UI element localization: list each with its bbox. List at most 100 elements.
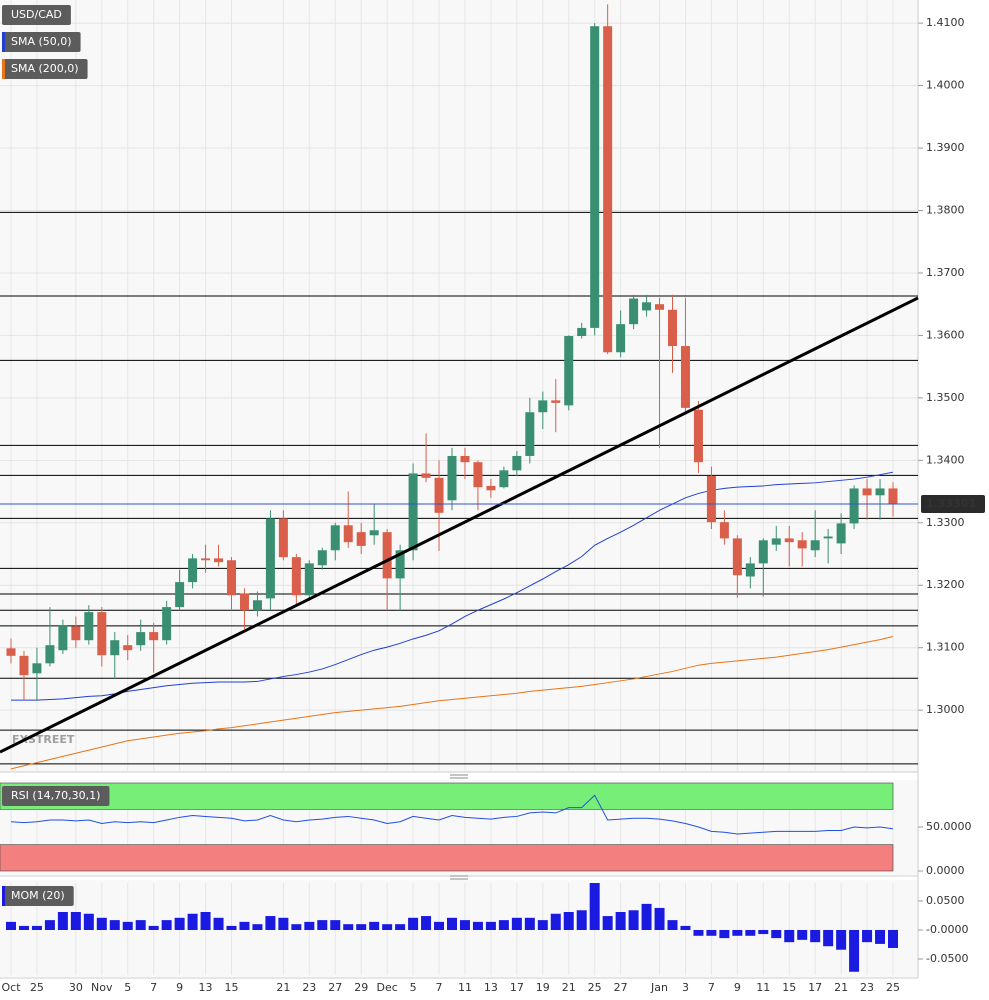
candle-body: [771, 538, 781, 545]
x-tick-label: 25: [30, 981, 44, 994]
candle-body: [655, 304, 665, 310]
y-tick-label: 1.3600: [926, 328, 965, 341]
mom-bar: [421, 916, 432, 930]
candle-body: [382, 532, 392, 579]
candle-body: [291, 557, 301, 596]
candle-body: [629, 298, 639, 325]
rsi-band: [0, 782, 894, 810]
y-tick-label: 1.3700: [926, 266, 965, 279]
candle-body: [434, 477, 444, 513]
candle-body: [642, 302, 652, 311]
x-tick-label: Oct: [1, 981, 21, 994]
mom-bar: [719, 929, 730, 939]
y-tick-label: 1.3100: [926, 641, 965, 654]
mom-bar: [875, 929, 886, 944]
candle-body: [797, 540, 807, 549]
mom-bar: [563, 912, 574, 930]
mom-bar: [109, 920, 120, 930]
mom-bar: [693, 929, 704, 936]
mom-bar: [44, 920, 55, 930]
x-tick-label: 19: [536, 981, 550, 994]
mom-bar: [369, 921, 380, 930]
candle-body: [577, 327, 587, 337]
x-tick-label: 17: [510, 981, 524, 994]
candle-body: [395, 550, 405, 579]
legend-entry: RSI (14,70,30,1): [2, 786, 110, 806]
candle-body: [227, 560, 236, 596]
candle-body: [745, 563, 755, 577]
candle-body: [110, 640, 120, 656]
candle-body: [32, 663, 42, 674]
mom-bar: [524, 917, 535, 930]
mom-bar: [304, 921, 315, 930]
resize-handle[interactable]: [450, 774, 468, 779]
y-tick-label: 1.4100: [926, 16, 965, 29]
mom-bar: [602, 916, 613, 930]
legend-label: SMA (50,0): [11, 35, 72, 48]
last-price-label: 1.33301: [926, 497, 976, 510]
candle-body: [369, 530, 379, 536]
mom-bar: [589, 883, 600, 930]
candle-body: [447, 455, 457, 501]
candle-body: [421, 473, 431, 478]
mom-bar: [706, 929, 717, 936]
mom-bar: [83, 913, 94, 930]
mom-bar: [343, 924, 354, 930]
mom-bar: [330, 920, 341, 930]
legend-entry: USD/CAD: [2, 5, 71, 25]
mom-bar: [317, 920, 328, 930]
mom-bar: [148, 925, 159, 930]
candle-body: [175, 582, 185, 608]
mom-bar: [537, 920, 548, 930]
mom-bar: [758, 929, 769, 935]
mom-bar: [511, 917, 522, 930]
y-tick-label: 50.0000: [926, 820, 972, 833]
mom-bar: [784, 929, 795, 943]
resize-handle[interactable]: [450, 875, 468, 880]
y-tick-label: 1.3800: [926, 203, 965, 216]
x-tick-label: 21: [834, 981, 848, 994]
candle-body: [499, 470, 509, 488]
mom-bar: [278, 917, 289, 930]
mom-bar: [498, 920, 509, 930]
candle-body: [862, 488, 872, 496]
x-tick-label: 23: [302, 981, 316, 994]
candle-body: [188, 558, 198, 583]
y-tick-label: 1.3900: [926, 141, 965, 154]
candle-body: [590, 26, 600, 328]
y-tick-label: 1.3200: [926, 578, 965, 591]
candle-body: [149, 632, 159, 641]
mom-bar: [226, 925, 237, 930]
candle-body: [84, 612, 94, 641]
candle-body: [823, 536, 833, 539]
candle-body: [836, 523, 846, 544]
candle-body: [6, 648, 16, 656]
legend-swatch: [2, 32, 5, 52]
candle-body: [330, 525, 340, 551]
x-tick-label: 29: [354, 981, 368, 994]
watermark: FXSTREET: [12, 733, 75, 746]
candle-body: [680, 346, 690, 408]
x-tick-label: 23: [860, 981, 874, 994]
x-tick-label: 7: [436, 981, 443, 994]
legend-swatch: [2, 59, 5, 79]
candle-body: [317, 550, 327, 566]
x-tick-label: 15: [225, 981, 239, 994]
candle-body: [732, 538, 742, 576]
x-tick-label: 7: [708, 981, 715, 994]
candle-body: [214, 558, 224, 563]
mom-bar: [70, 912, 81, 930]
legend-swatch: [2, 886, 5, 906]
candle-body: [408, 473, 418, 551]
mom-bar: [628, 910, 639, 930]
candle-body: [343, 525, 353, 543]
legend-box: [2, 5, 71, 25]
candle-body: [45, 645, 55, 664]
mom-bar: [57, 912, 68, 930]
x-tick-label: 9: [176, 981, 183, 994]
candle-body: [97, 612, 107, 656]
mom-bar: [291, 924, 302, 930]
legend-entry: SMA (200,0): [2, 59, 88, 79]
mom-bar: [239, 921, 250, 930]
